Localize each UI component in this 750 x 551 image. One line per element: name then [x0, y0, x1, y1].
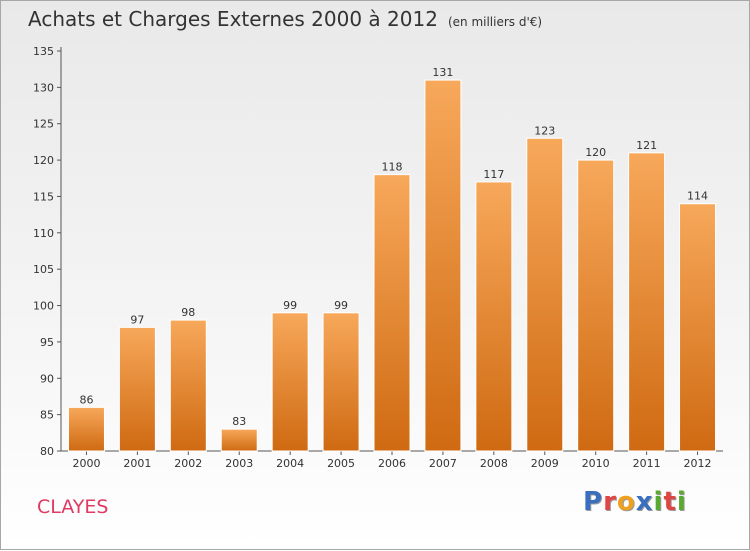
- y-tick-label: 100: [33, 300, 54, 313]
- y-tick-label: 80: [40, 445, 54, 458]
- proxiti-logo: Proxiti: [583, 487, 687, 517]
- logo-letter: i: [653, 487, 664, 517]
- value-label: 97: [130, 313, 144, 326]
- x-tick-label: 2010: [582, 457, 610, 470]
- x-tick-label: 2007: [429, 457, 457, 470]
- x-tick-label: 2011: [633, 457, 661, 470]
- y-tick-label: 135: [33, 45, 54, 58]
- y-tick-label: 120: [33, 154, 54, 167]
- bar-2006: [373, 174, 411, 452]
- value-label: 117: [483, 168, 504, 181]
- value-label: 131: [432, 66, 453, 79]
- y-tick-label: 110: [33, 227, 54, 240]
- y-tick-label: 85: [40, 409, 54, 422]
- x-tick-label: 2004: [276, 457, 304, 470]
- x-tick-label: 2000: [72, 457, 100, 470]
- logo-letter: o: [616, 487, 636, 517]
- logo-letter: P: [583, 487, 604, 517]
- logo-letter: i: [676, 487, 687, 517]
- x-tick-label: 2006: [378, 457, 406, 470]
- value-label: 114: [687, 190, 708, 203]
- bar-2010: [577, 159, 615, 452]
- x-tick-label: 2005: [327, 457, 355, 470]
- value-label: 121: [636, 139, 657, 152]
- bars: [67, 79, 717, 452]
- value-label: 86: [79, 393, 93, 406]
- bar-2003: [220, 428, 258, 452]
- commune-name: CLAYES: [37, 496, 109, 518]
- bar-2004: [271, 312, 309, 452]
- x-tick-label: 2008: [480, 457, 508, 470]
- x-tick-label: 2009: [531, 457, 559, 470]
- x-tick-label: 2012: [684, 457, 712, 470]
- bar-2001: [118, 326, 156, 452]
- bar-2008: [475, 181, 513, 452]
- y-tick-label: 130: [33, 81, 54, 94]
- bar-2011: [628, 152, 666, 452]
- logo-letter: t: [663, 487, 677, 517]
- y-tick-label: 95: [40, 336, 54, 349]
- x-tick-label: 2001: [123, 457, 151, 470]
- y-tick-label: 115: [33, 190, 54, 203]
- y-tick-label: 90: [40, 372, 54, 385]
- x-tick-label: 2003: [225, 457, 253, 470]
- x-tick-label: 2002: [174, 457, 202, 470]
- bar-2009: [526, 137, 564, 452]
- axes: 80 85 90 95 100 105 110 115 120 125 130 135 2000 2001…: [33, 45, 723, 470]
- value-label: 99: [283, 299, 297, 312]
- y-tick-label: 125: [33, 118, 54, 131]
- value-label: 83: [232, 415, 246, 428]
- value-label: 120: [585, 146, 606, 159]
- bar-2005: [322, 312, 360, 452]
- y-tick-label: 105: [33, 263, 54, 276]
- chart-title: Achats et Charges Externes 2000 à 2012 (e…: [28, 7, 542, 31]
- logo-letter: x: [635, 487, 654, 517]
- value-label: 98: [181, 306, 195, 319]
- logo-letter: r: [603, 487, 617, 517]
- bar-2000: [67, 406, 105, 452]
- bar-2002: [169, 319, 207, 452]
- value-label: 118: [382, 161, 403, 174]
- chart-title-text: Achats et Charges Externes 2000 à 2012: [28, 7, 438, 31]
- value-labels: 86 97 98 83 99 99 118 131 117 123 120 121 114: [79, 66, 708, 428]
- bar-2012: [679, 203, 717, 452]
- chart-unit: (en milliers d'€): [447, 15, 543, 29]
- value-label: 99: [334, 299, 348, 312]
- bar-2007: [424, 79, 462, 452]
- value-label: 123: [534, 124, 555, 137]
